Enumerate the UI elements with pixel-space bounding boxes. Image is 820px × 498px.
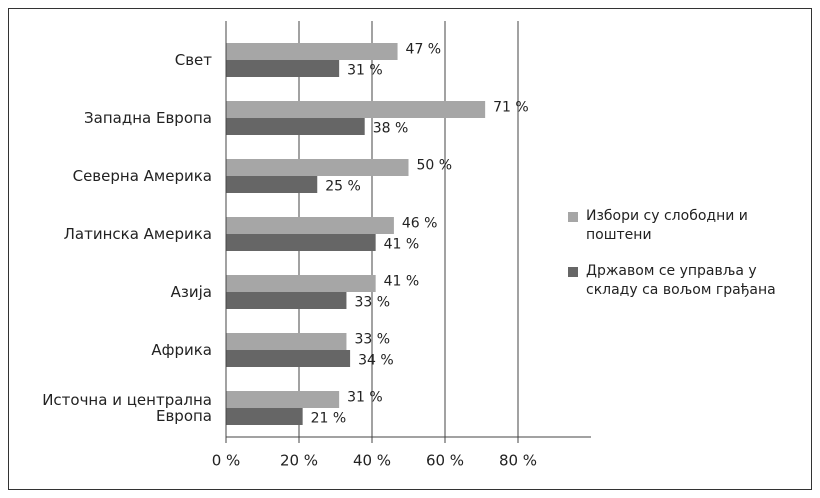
- bar: [226, 234, 376, 251]
- value-label: 31 %: [347, 63, 383, 79]
- bar: [226, 217, 394, 234]
- x-tick-label: 80 %: [499, 452, 537, 470]
- bar: [226, 176, 318, 193]
- bar: [226, 159, 409, 176]
- legend-label: Државом се управља у складу са вољом гра…: [586, 263, 776, 298]
- bar: [226, 118, 365, 135]
- value-label: 33 %: [354, 332, 390, 348]
- bar: [226, 101, 486, 118]
- value-label: 33 %: [354, 295, 390, 311]
- value-label: 38 %: [373, 121, 409, 137]
- value-label: 21 %: [311, 411, 347, 427]
- value-label: 31 %: [347, 390, 383, 406]
- category-label: Азија: [170, 283, 212, 301]
- value-label: 41 %: [384, 237, 420, 253]
- frame: [8, 8, 812, 490]
- x-tick-label: 60 %: [426, 452, 464, 470]
- bar: [226, 292, 347, 309]
- x-tick-label: 40 %: [353, 452, 391, 470]
- legend-swatch: [568, 212, 578, 222]
- legend-swatch: [568, 267, 578, 277]
- x-tick-label: 0 %: [212, 452, 241, 470]
- bar: [226, 408, 303, 425]
- x-tick-label: 20 %: [280, 452, 318, 470]
- category-label: Африка: [151, 341, 212, 359]
- category-label: Северна Америка: [72, 167, 212, 185]
- bar: [226, 391, 340, 408]
- value-label: 71 %: [493, 100, 529, 116]
- category-label: Западна Европа: [84, 109, 212, 127]
- value-label: 41 %: [384, 274, 420, 290]
- bar: [226, 350, 351, 367]
- category-label: Свет: [174, 51, 212, 69]
- category-label: Латинска Америка: [63, 225, 212, 243]
- legend-label: Избори су слободни и поштени: [586, 208, 748, 243]
- bar: [226, 43, 398, 60]
- value-label: 34 %: [358, 353, 394, 369]
- value-label: 50 %: [417, 158, 453, 174]
- category-label: Источна и централна Европа: [42, 391, 212, 425]
- bar: [226, 60, 340, 77]
- value-label: 25 %: [325, 179, 361, 195]
- value-label: 47 %: [406, 42, 442, 58]
- bar: [226, 275, 376, 292]
- value-label: 46 %: [402, 216, 438, 232]
- bar: [226, 333, 347, 350]
